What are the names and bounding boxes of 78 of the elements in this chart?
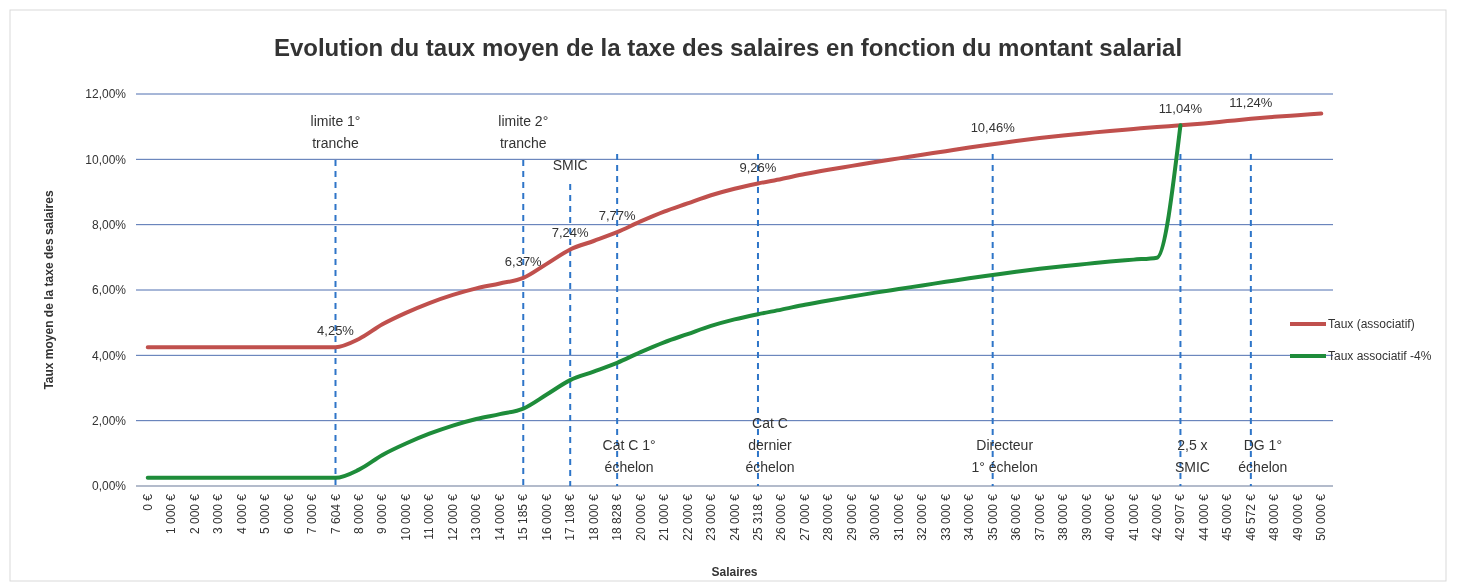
x-tick-label: 20 000 € <box>633 493 648 541</box>
x-tick-label: 9 000 € <box>375 493 390 535</box>
y-tick-label: 0,00% <box>91 479 127 494</box>
x-tick-label: 27 000 € <box>797 493 812 541</box>
x-tick-label: 7 000 € <box>305 493 320 535</box>
x-tick-label: 10 000 € <box>398 493 413 541</box>
x-tick-label: 18 828 € <box>610 493 625 541</box>
x-tick-label: 48 000 € <box>1267 493 1282 541</box>
annotation: 10,46% <box>970 120 1016 136</box>
x-tick-label: 23 000 € <box>704 493 719 541</box>
x-tick-label: 45 000 € <box>1220 493 1235 541</box>
y-tick-label: 2,00% <box>91 413 127 428</box>
x-tick-label: 38 000 € <box>1056 493 1071 541</box>
x-tick-label: 33 000 € <box>938 493 953 541</box>
x-tick-label: 17 108 € <box>563 493 578 541</box>
x-tick-label: 11 000 € <box>422 493 437 540</box>
x-tick-label: 16 000 € <box>539 493 554 541</box>
ref-line-label: 2,5 x SMIC <box>1174 437 1210 475</box>
ref-line-label: Cat C 1° échelon <box>602 437 656 475</box>
ref-line-label: limite 1° tranche <box>310 113 361 151</box>
x-tick-label: 25 318 € <box>750 493 765 541</box>
x-tick-label: 7 604 € <box>328 493 343 535</box>
x-tick-label: 13 000 € <box>469 493 484 541</box>
x-tick-label: 30 000 € <box>868 493 883 541</box>
x-tick-label: 1 000 € <box>164 493 179 535</box>
x-tick-label: 42 907 € <box>1173 493 1188 541</box>
annotation: 7,77% <box>598 208 637 224</box>
y-axis-title: Taux moyen de la taxe des salaires <box>42 190 56 390</box>
annotation: 6,37% <box>504 253 543 269</box>
x-tick-label: 8 000 € <box>351 493 366 535</box>
x-tick-label: 39 000 € <box>1079 493 1094 541</box>
x-tick-label: 2 000 € <box>187 493 202 535</box>
y-tick-label: 6,00% <box>91 283 127 298</box>
y-tick-label: 4,00% <box>91 348 127 363</box>
x-tick-label: 35 000 € <box>985 493 1000 541</box>
x-tick-label: 31 000 € <box>891 493 906 541</box>
chart-title: Evolution du taux moyen de la taxe des salaires en fonction du montant salarial <box>273 34 1183 61</box>
x-tick-label: 24 000 € <box>727 493 742 541</box>
x-tick-label: 46 572 € <box>1243 493 1258 541</box>
x-tick-label: 5 000 € <box>258 493 273 535</box>
x-tick-label: 14 000 € <box>492 493 507 541</box>
annotation: 9,26% <box>739 159 777 175</box>
x-tick-label: 37 000 € <box>1032 493 1047 541</box>
x-tick-label: 40 000 € <box>1103 493 1118 541</box>
x-tick-label: 21 000 € <box>657 493 672 541</box>
legend-label: Taux associatif -4% <box>1328 349 1432 364</box>
annotation: 11,24% <box>1229 94 1273 110</box>
x-tick-label: 29 000 € <box>844 493 859 541</box>
annotation: 11,04% <box>1158 101 1203 117</box>
ref-line-label: Directeur 1° échelon <box>971 437 1038 475</box>
x-tick-label: 15 185 € <box>516 493 531 541</box>
x-tick-label: 18 000 € <box>586 493 601 541</box>
x-tick-label: 26 000 € <box>774 493 789 541</box>
x-tick-label: 6 000 € <box>281 493 296 535</box>
x-tick-label: 42 000 € <box>1149 493 1164 541</box>
x-tick-label: 0 € <box>140 493 155 511</box>
ref-line-label: SMIC <box>552 157 588 173</box>
x-tick-label: 41 000 € <box>1126 493 1141 541</box>
x-tick-label: 44 000 € <box>1196 493 1211 541</box>
annotation: 7,24% <box>551 225 590 241</box>
legend-label: Taux (associatif) <box>1328 317 1415 332</box>
ref-line-label: limite 2° tranche <box>498 113 549 151</box>
x-tick-label: 36 000 € <box>1009 493 1024 541</box>
annotation: 4,25% <box>317 323 355 339</box>
x-tick-label: 34 000 € <box>962 493 977 541</box>
ref-line-label: DG 1° échelon <box>1238 437 1288 475</box>
y-tick-label: 12,00% <box>85 87 127 102</box>
x-tick-label: 3 000 € <box>211 493 226 535</box>
x-tick-label: 22 000 € <box>680 493 695 541</box>
y-tick-label: 8,00% <box>91 217 127 232</box>
x-tick-label: 50 000 € <box>1314 493 1329 541</box>
x-tick-label: 4 000 € <box>234 493 249 535</box>
x-axis-title: Salaires <box>711 565 758 579</box>
x-tick-label: 49 000 € <box>1290 493 1305 541</box>
x-tick-label: 28 000 € <box>821 493 836 541</box>
x-tick-label: 12 000 € <box>445 493 460 541</box>
x-tick-label: 32 000 € <box>915 493 930 541</box>
y-tick-label: 10,00% <box>85 152 127 167</box>
